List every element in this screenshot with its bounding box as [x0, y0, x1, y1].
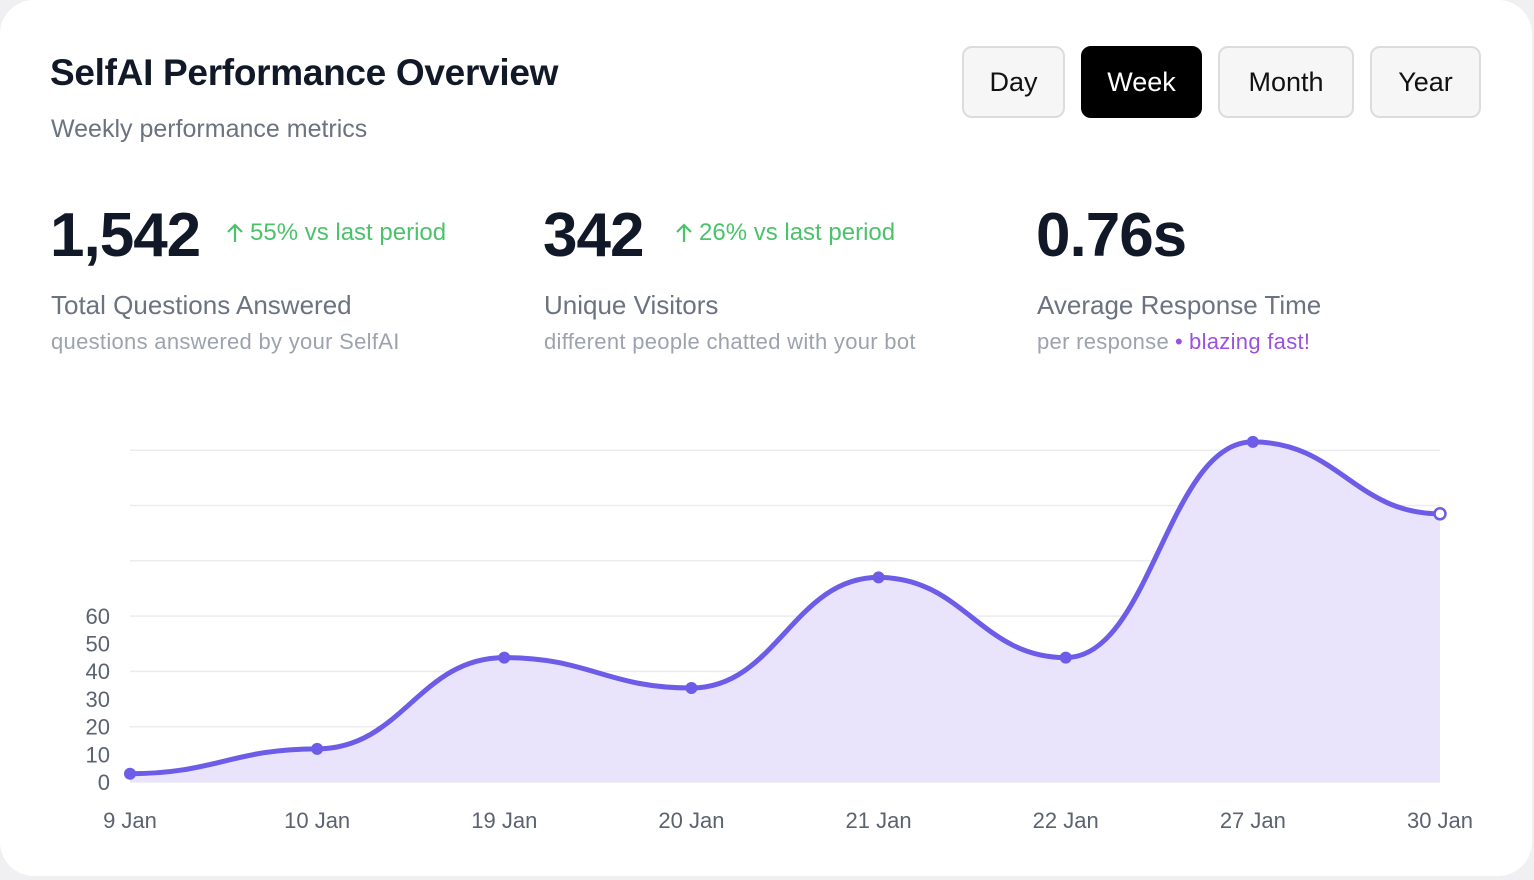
data-point[interactable]	[124, 767, 136, 780]
x-tick-label: 10 Jan	[284, 808, 350, 833]
response-time-value: 0.76s	[1036, 201, 1187, 270]
y-tick-label: 10	[86, 742, 110, 767]
total-questions-value: 1,542	[50, 201, 201, 270]
period-month-button[interactable]: Month	[1218, 46, 1354, 118]
area-fill	[130, 441, 1440, 782]
x-tick-label: 30 Jan	[1407, 808, 1473, 833]
x-tick-label: 21 Jan	[846, 808, 912, 833]
unique-visitors-sub: different people chatted with your bot	[544, 329, 916, 354]
page-title: SelfAI Performance Overview	[50, 52, 559, 93]
arrow-up-icon	[226, 222, 244, 244]
data-point[interactable]	[498, 651, 511, 664]
data-point[interactable]	[685, 681, 698, 694]
arrow-up-icon	[675, 222, 693, 244]
x-tick-label: 27 Jan	[1220, 808, 1286, 833]
y-tick-label: 50	[86, 632, 110, 657]
unique-visitors-change: 26% vs last period	[675, 219, 895, 247]
y-tick-label: 40	[86, 659, 110, 684]
y-tick-label: 20	[86, 715, 110, 740]
total-questions-label: Total Questions Answered	[51, 290, 352, 320]
x-tick-label: 22 Jan	[1033, 808, 1099, 833]
total-questions-change: 55% vs last period	[226, 219, 446, 247]
response-time-sub: per response • blazing fast!	[1037, 329, 1310, 355]
period-year-button[interactable]: Year	[1370, 46, 1481, 118]
period-week-button[interactable]: Week	[1081, 46, 1202, 118]
unique-visitors-change-text: 26% vs last period	[699, 219, 896, 246]
separator-dot: •	[1175, 329, 1184, 354]
y-tick-label: 30	[86, 687, 110, 712]
page-subtitle: Weekly performance metrics	[51, 115, 368, 143]
y-tick-label: 0	[98, 770, 110, 795]
data-point[interactable]	[1433, 507, 1447, 521]
total-questions-sub: questions answered by your SelfAI	[51, 329, 400, 354]
x-tick-label: 19 Jan	[471, 808, 537, 833]
period-day-button[interactable]: Day	[962, 46, 1065, 118]
data-point[interactable]	[311, 742, 324, 755]
response-time-label: Average Response Time	[1037, 290, 1322, 320]
data-point[interactable]	[872, 571, 885, 584]
x-tick-label: 20 Jan	[658, 808, 724, 833]
y-tick-label: 60	[86, 604, 110, 629]
response-time-highlight: blazing fast!	[1189, 329, 1311, 354]
data-point[interactable]	[1059, 651, 1072, 664]
series-line	[127, 439, 1443, 777]
response-time-sub-text: per response	[1037, 329, 1170, 354]
data-point[interactable]	[1246, 435, 1259, 448]
unique-visitors-label: Unique Visitors	[544, 290, 719, 320]
unique-visitors-value: 342	[543, 201, 644, 270]
x-tick-label: 9 Jan	[103, 808, 157, 833]
data-points	[124, 435, 1447, 780]
total-questions-change-text: 55% vs last period	[250, 219, 447, 246]
x-axis-labels: 9 Jan 10 Jan 19 Jan 20 Jan 21 Jan 22 Jan 27 Ja…	[103, 808, 1473, 833]
